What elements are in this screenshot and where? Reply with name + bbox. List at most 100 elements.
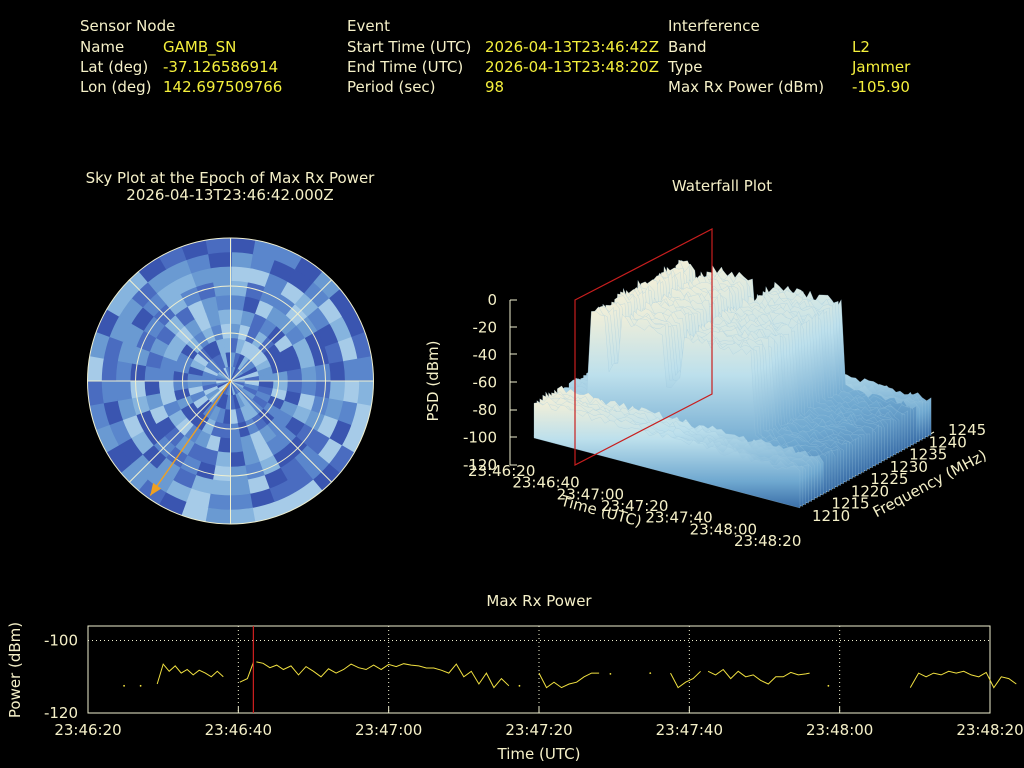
sky-cell: [252, 353, 269, 367]
sky-cell: [343, 358, 360, 383]
sky-cell: [229, 451, 246, 468]
sky-cell: [230, 409, 238, 425]
sky-cell: [215, 338, 226, 355]
sky-cell: [118, 437, 143, 464]
sky-cell: [106, 287, 133, 317]
sky-cell: [263, 467, 288, 490]
freq-tick-label: 1240: [929, 433, 967, 451]
sky-cell: [300, 381, 317, 397]
sky-cell: [273, 492, 303, 517]
interference-power-value: -105.90: [852, 78, 910, 96]
sky-cell: [215, 407, 226, 424]
sky-cell: [205, 388, 220, 400]
power-x-tick-labels: 23:46:20 23:46:40 23:47:00 23:47:20 23:47:40…: [54, 721, 1023, 739]
power-series: [123, 661, 1017, 689]
sky-cell: [230, 238, 257, 255]
sky-cell: [357, 356, 374, 383]
sky-cell: [155, 457, 181, 481]
sky-cell: [176, 351, 194, 367]
sensor-lat-label: Lat (deg): [80, 58, 149, 76]
sky-cell: [294, 293, 320, 318]
sky-cell: [230, 367, 238, 381]
sky-cell: [293, 479, 323, 506]
sky-cell: [245, 281, 266, 301]
power-line-segment: [670, 670, 701, 689]
sky-cell: [216, 381, 231, 389]
waterfall-max-epoch-plane: [574, 228, 713, 466]
sky-cell: [211, 355, 224, 370]
event-period-label: Period (sec): [347, 78, 436, 96]
sky-cell: [280, 345, 299, 362]
sky-cell: [105, 444, 132, 474]
sky-cell: [304, 282, 331, 309]
sky-cell: [230, 371, 244, 381]
sky-cell: [230, 395, 236, 411]
sky-cell: [272, 371, 289, 382]
sky-cell: [230, 381, 236, 396]
waterfall-z-tick-labels: 0 -20 -40 -60 -80 -100 -120: [463, 291, 497, 474]
sensor-lat-value: -37.126586914: [163, 58, 279, 76]
sky-cell: [108, 419, 132, 446]
sky-cell: [341, 425, 366, 454]
sky-cell: [120, 270, 149, 299]
sky-cell: [317, 438, 343, 465]
sky-cell: [220, 394, 228, 410]
sky-cell: [220, 323, 232, 339]
power-point: [649, 672, 652, 675]
sky-cell: [249, 488, 275, 509]
sky-cell: [131, 281, 158, 308]
sky-cell: [267, 395, 285, 411]
z-tick-label: -80: [473, 401, 498, 419]
waterfall-title: Waterfall Plot: [672, 177, 772, 195]
sky-cell: [235, 407, 246, 424]
sky-cell: [230, 280, 249, 297]
sky-cell: [313, 271, 342, 300]
sky-cell: [221, 368, 231, 381]
interference-type-value: Jammer: [852, 58, 911, 76]
sky-cell: [201, 370, 218, 379]
power-point: [139, 684, 142, 687]
sky-cell: [286, 368, 303, 382]
sky-cell: [273, 409, 293, 428]
sky-cell: [235, 353, 246, 369]
sky-cell: [229, 437, 243, 454]
sky-cell: [225, 366, 231, 381]
sky-cell: [138, 256, 168, 283]
sky-cell: [205, 238, 232, 255]
sky-cell: [225, 381, 231, 396]
sky-cell: [194, 313, 212, 332]
sky-cell: [284, 416, 306, 438]
sky-cell: [218, 308, 232, 325]
sky-cell: [235, 338, 246, 355]
sky-cell: [242, 296, 261, 315]
time-tick-label: 23:46:40: [512, 474, 579, 492]
sky-cell: [189, 358, 206, 372]
sky-cell: [204, 507, 231, 524]
sky-cell: [264, 273, 289, 295]
jammer-direction-arrow: [149, 380, 232, 496]
sky-cell: [230, 381, 246, 387]
interference-type-label: Type: [668, 58, 703, 76]
sky-cell: [141, 444, 167, 469]
sky-cell: [294, 445, 319, 470]
waterfall-surface: [533, 259, 932, 509]
sky-cell: [230, 378, 246, 382]
sky-cell: [257, 386, 274, 397]
power-chart-grid: [87, 626, 991, 713]
power-y-tick-label: -120: [44, 704, 78, 722]
sky-cell: [95, 308, 120, 337]
sky-cell: [306, 431, 330, 456]
power-chart-frame: [87, 625, 991, 714]
sky-cell: [210, 324, 224, 341]
sky-cell: [212, 465, 231, 482]
sky-cell: [165, 259, 193, 282]
sky-cell: [173, 388, 191, 401]
sky-cell: [230, 381, 245, 389]
sky-cell: [191, 267, 215, 287]
sky-cell: [131, 345, 151, 367]
sky-cell: [284, 356, 302, 372]
sky-cell: [215, 380, 231, 384]
interference-title: Interference: [668, 17, 760, 35]
sky-cell: [208, 405, 221, 422]
sky-cell: [279, 400, 299, 418]
